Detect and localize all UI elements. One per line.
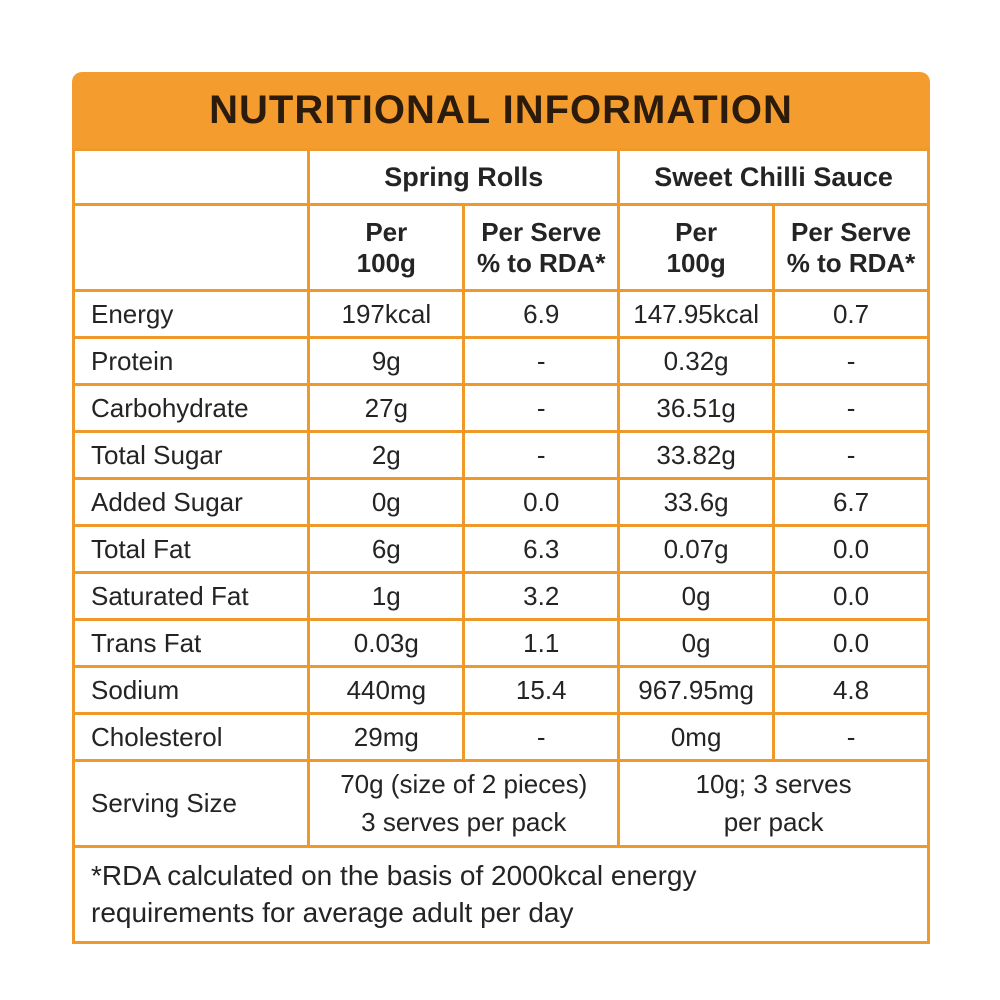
nutrient-label: Total Sugar (71, 430, 311, 480)
sub-header-per-serve-rda-spring-rolls: Per Serve % to RDA* (462, 203, 621, 292)
value-cell: 27g (307, 383, 466, 433)
value-cell: 0.0 (772, 618, 930, 668)
value-cell: - (462, 336, 621, 386)
value-cell: 6.7 (772, 477, 930, 527)
table-row: Added Sugar 0g 0.0 33.6g 6.7 (71, 477, 930, 527)
value-cell: 2g (307, 430, 466, 480)
value-cell: 1g (307, 571, 466, 621)
value-cell: - (462, 383, 621, 433)
nutrition-label: NUTRITIONAL INFORMATION Spring Rolls Swe… (71, 72, 930, 945)
value-cell: 6.9 (462, 289, 621, 339)
nutrient-rows-body: Energy 197kcal 6.9 147.95kcal 0.7 Protein 9g -0… (71, 289, 930, 762)
value-cell: 0mg (617, 712, 776, 762)
value-cell: 0g (617, 571, 776, 621)
value-cell: 0.0 (772, 524, 930, 574)
group-header-spring-rolls: Spring Rolls (307, 148, 621, 206)
serving-size-row: Serving Size 70g (size of 2 pieces) 3 se… (71, 758, 930, 849)
rda-footnote: *RDA calculated on the basis of 2000kcal… (72, 845, 930, 945)
value-cell: 0g (307, 477, 466, 527)
nutrient-label: Sodium (71, 665, 311, 715)
value-cell: 29mg (307, 712, 466, 762)
nutrient-label: Cholesterol (71, 712, 311, 762)
value-cell: 33.6g (617, 477, 776, 527)
product-group-header-row: Spring Rolls Sweet Chilli Sauce (71, 148, 930, 206)
nutrient-label: Added Sugar (71, 477, 311, 527)
nutrition-table: Spring Rolls Sweet Chilli Sauce Per 100g… (71, 148, 930, 945)
value-cell: - (772, 336, 930, 386)
value-cell: 3.2 (462, 571, 621, 621)
sub-header-row: Per 100g Per Serve % to RDA* Per 100g Pe… (71, 203, 930, 292)
blank-corner-cell (71, 203, 311, 292)
value-cell: - (772, 383, 930, 433)
table-row: Protein 9g -0.32g - (71, 336, 930, 386)
value-cell: 4.8 (772, 665, 930, 715)
nutrient-label: Trans Fat (71, 618, 311, 668)
table-row: Sodium 440mg 15.4 967.95mg 4.8 (71, 665, 930, 715)
table-row: Energy 197kcal 6.9 147.95kcal 0.7 (71, 289, 930, 339)
value-cell: 440mg (307, 665, 466, 715)
value-cell: 6.3 (462, 524, 621, 574)
nutrient-label: Energy (71, 289, 311, 339)
value-cell: 0.07g (617, 524, 776, 574)
value-cell: - (772, 430, 930, 480)
table-row: Total Sugar 2g -33.82g - (71, 430, 930, 480)
serving-size-spring-rolls: 70g (size of 2 pieces) 3 serves per pack (307, 758, 621, 849)
nutrient-label: Serving Size (71, 758, 311, 849)
value-cell: 197kcal (307, 289, 466, 339)
value-cell: 9g (307, 336, 466, 386)
value-cell: 0.7 (772, 289, 930, 339)
nutrient-label: Total Fat (71, 524, 311, 574)
table-row: Carbohydrate 27g -36.51g - (71, 383, 930, 433)
value-cell: 0g (617, 618, 776, 668)
sub-header-per-serve-rda-sweet-chilli: Per Serve % to RDA* (772, 203, 930, 292)
value-cell: 0.03g (307, 618, 466, 668)
nutrient-label: Carbohydrate (71, 383, 311, 433)
sub-header-per-100g-spring-rolls: Per 100g (307, 203, 466, 292)
value-cell: 15.4 (462, 665, 621, 715)
value-cell: - (462, 430, 621, 480)
group-header-sweet-chilli-sauce: Sweet Chilli Sauce (617, 148, 930, 206)
blank-corner-cell (71, 148, 311, 206)
title-band: NUTRITIONAL INFORMATION (72, 72, 930, 148)
value-cell: 1.1 (462, 618, 621, 668)
value-cell: 0.32g (617, 336, 776, 386)
footnote-row: *RDA calculated on the basis of 2000kcal… (72, 845, 930, 945)
value-cell: 36.51g (617, 383, 776, 433)
value-cell: 33.82g (617, 430, 776, 480)
nutrient-label: Protein (71, 336, 311, 386)
table-row: Trans Fat 0.03g 1.1 0g 0.0 (71, 618, 930, 668)
value-cell: 967.95mg (617, 665, 776, 715)
value-cell: 147.95kcal (617, 289, 776, 339)
sub-header-per-100g-sweet-chilli: Per 100g (617, 203, 776, 292)
serving-size-sweet-chilli-sauce: 10g; 3 serves per pack (617, 758, 930, 849)
value-cell: - (772, 712, 930, 762)
table-row: Total Fat 6g 6.3 0.07g 0.0 (71, 524, 930, 574)
nutrient-label: Saturated Fat (71, 571, 311, 621)
table-row: Cholesterol 29mg -0mg - (71, 712, 930, 762)
value-cell: 6g (307, 524, 466, 574)
page-title: NUTRITIONAL INFORMATION (209, 87, 793, 132)
value-cell: 0.0 (772, 571, 930, 621)
value-cell: 0.0 (462, 477, 621, 527)
table-row: Saturated Fat 1g 3.2 0g 0.0 (71, 571, 930, 621)
value-cell: - (462, 712, 621, 762)
